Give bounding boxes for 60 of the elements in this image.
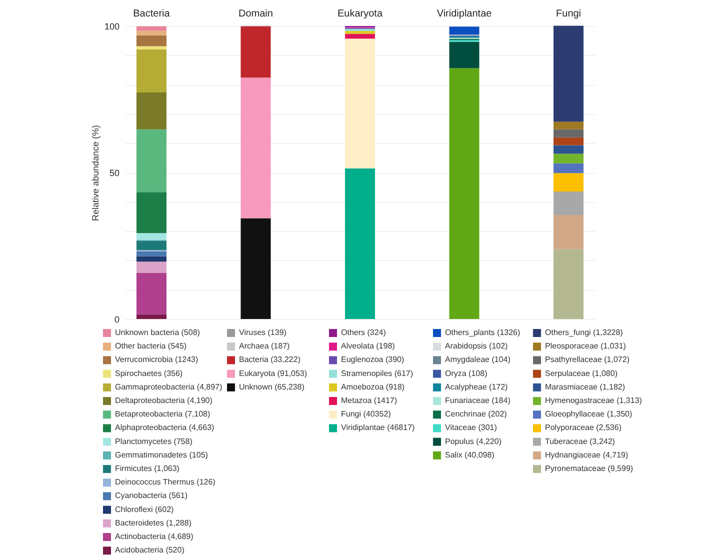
legend-label: Chloroflexi (602) <box>115 504 174 514</box>
legend-label: Amygdaleae (104) <box>445 355 511 364</box>
legend-label: Stramenopiles (617) <box>341 368 414 378</box>
x-tick-label: Eukaryota <box>337 8 383 20</box>
legend-label: Funariaceae (184) <box>445 396 511 405</box>
legend-label: Populus (4,220) <box>445 436 502 446</box>
legend-label: Alveolata (198) <box>341 342 396 351</box>
x-tick-label: Bacteria <box>133 8 170 20</box>
legend-label: Oryza (108) <box>445 368 488 378</box>
legend-label: Others_plants (1326) <box>445 328 520 337</box>
legend-label: Firmicutes (1,063) <box>115 464 180 473</box>
legend-label: Gloeophyllaceae (1,350) <box>545 410 633 419</box>
legend-label: Verrucomicrobia (1243) <box>115 355 198 364</box>
legend-label: Unknown bacteria (508) <box>115 328 200 337</box>
legend-label: Tuberaceae (3,242) <box>545 436 616 446</box>
legend-label: Euglenozoa (390) <box>341 355 404 364</box>
legend-label: Alphaproteobacteria (4,663) <box>115 423 215 432</box>
legend-label: Others_fungi (1,3228) <box>545 328 624 337</box>
legend-label: Acalypheae (172) <box>445 382 508 392</box>
legend-label: Pleosporaceae (1,031) <box>545 342 626 351</box>
legend-label: Bacteroidetes (1,288) <box>115 518 192 528</box>
legend-label: Marasmiaceae (1,182) <box>545 382 626 392</box>
x-tick-label: Viridiplantae <box>436 8 492 20</box>
legend-label: Bacteria (33,222) <box>239 355 301 364</box>
y-tick-label: 0 <box>114 314 120 324</box>
legend-label: Spirochaetes (356) <box>115 368 183 378</box>
legend-label: Gemmatimonadetes (105) <box>115 450 208 460</box>
x-tick-label: Fungi <box>556 8 582 20</box>
legend-label: Unknown (65,238) <box>239 382 305 392</box>
legend-label: Cenchrinae (202) <box>445 410 508 419</box>
legend-label: Vitaceae (301) <box>445 423 498 432</box>
legend-label: Actinobacteria (4,689) <box>115 532 194 541</box>
legend-label: Deltaproteobacteria (4,190) <box>115 396 213 405</box>
legend-label: Viruses (139) <box>239 328 287 337</box>
legend-label: Other bacteria (545) <box>115 342 187 351</box>
x-tick-label: Domain <box>238 8 273 20</box>
legend-label: Serpulaceae (1,080) <box>545 368 618 378</box>
legend-label: Psathyrellaceae (1,072) <box>545 355 630 364</box>
legend-label: Hydnangiaceae (4,719) <box>545 450 629 460</box>
legend-label: Eukaryota (91,053) <box>239 368 308 378</box>
legend-label: Pyronemataceae (9,599) <box>545 464 634 473</box>
legend-label: Salix (40,098) <box>445 450 495 460</box>
legend-label: Gammaproteobacteria (4,897) <box>115 382 222 392</box>
legend-label: Others (324) <box>341 328 386 337</box>
legend-label: Arabidopsis (102) <box>445 342 508 351</box>
y-axis-title: Relative abundance (%) <box>90 124 100 222</box>
legend-label: Betaproteobacteria (7,108) <box>115 410 211 419</box>
legend-label: Polyporaceae (2,536) <box>545 423 622 432</box>
legend-label: Metazoa (1417) <box>341 396 398 405</box>
legend-label: Fungi (40352) <box>341 410 392 419</box>
legend-label: Amoebozoa (918) <box>341 382 405 392</box>
legend-label: Deinococcus Thermus (126) <box>115 478 216 487</box>
legend-label: Planctomycetes (758) <box>115 436 193 446</box>
legend-label: Hymenogastraceae (1,313) <box>545 396 642 405</box>
legend-label: Acidobacteria (520) <box>115 546 185 555</box>
legend-label: Cyanobacteria (561) <box>115 491 188 500</box>
legend-label: Archaea (187) <box>239 342 290 351</box>
y-tick-label: 50 <box>109 168 120 178</box>
y-tick-label: 100 <box>104 22 120 32</box>
legend-label: Viridiplantae (46817) <box>341 423 416 432</box>
